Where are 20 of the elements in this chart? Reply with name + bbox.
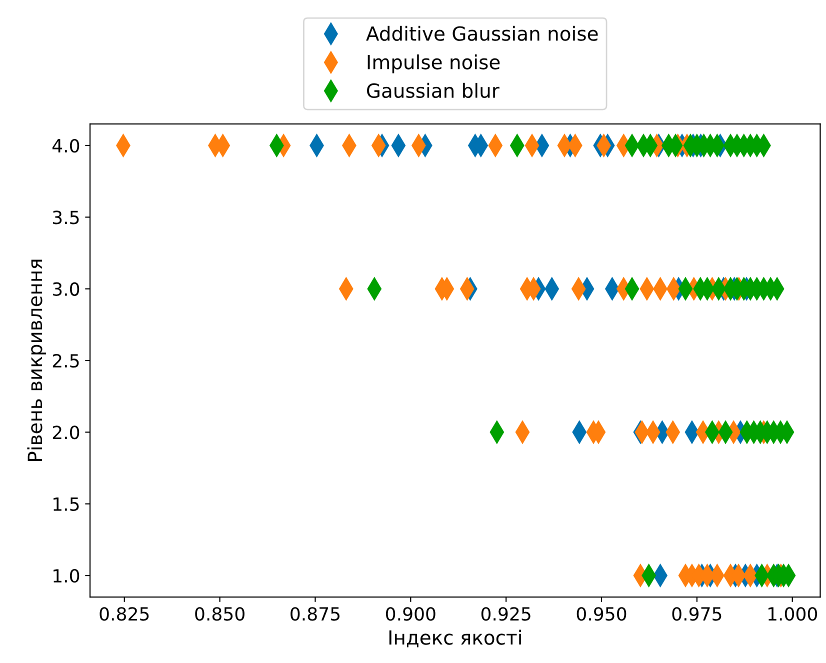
y-tick-label: 1.0 [54,568,80,583]
x-tick-label: 0.825 [100,607,149,621]
x-tick-label: 0.975 [672,607,722,621]
x-tick-label: 0.875 [290,607,340,621]
x-axis-title: Індекс якості [389,630,521,648]
y-tick-label: 2.0 [52,426,80,440]
x-tick-label: 0.925 [481,607,530,621]
legend-label: Impulse noise [368,54,500,74]
legend-label: Gaussian blur [367,82,500,98]
x-tick-label: 0.900 [386,607,436,621]
x-tick-label: 0.850 [195,607,244,621]
y-axis-title: Рівень викривлення [27,260,46,461]
x-tick-label: 0.950 [576,607,626,621]
y-tick-label: 3.5 [52,210,79,224]
y-tick-label: 2.5 [52,354,79,368]
legend-label: Additive Gaussian noise [366,26,598,41]
y-tick-label: 4.0 [52,138,80,153]
x-tick-label: 1.000 [768,607,817,621]
y-tick-label: 3.0 [52,282,80,296]
y-tick-label: 1.5 [54,498,79,511]
